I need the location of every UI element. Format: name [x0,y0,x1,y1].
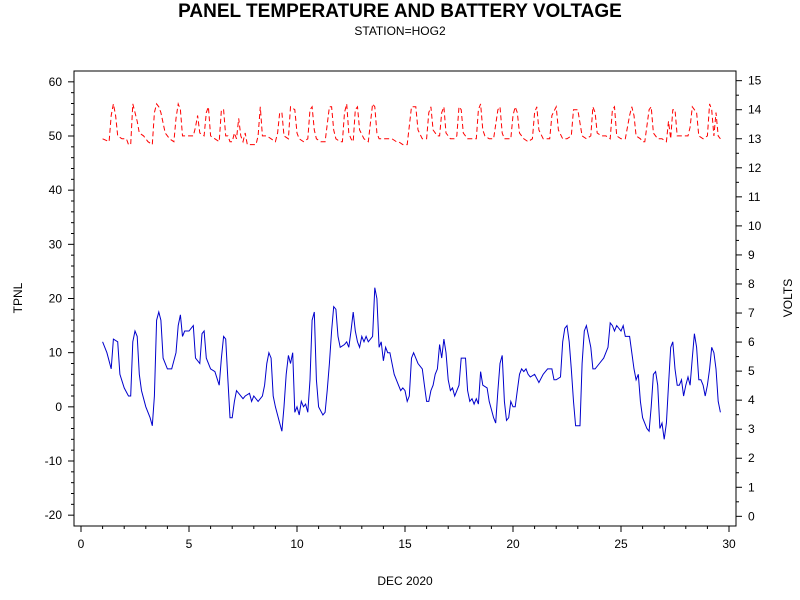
y-right-tick-label: 5 [748,364,755,378]
y-axis-left: -20 -10 0 10 20 30 40 50 60 [45,75,74,522]
y-right-tick-label: 8 [748,277,755,291]
x-tick-label: 25 [614,537,628,551]
y-right-tick-label: 1 [748,480,755,494]
x-tick-label: 15 [398,537,412,551]
y-left-tick-label: -10 [45,454,63,468]
y-right-tick-label: 14 [748,103,762,117]
y-left-tick-label: 0 [55,400,62,414]
y-left-tick-label: 50 [49,129,63,143]
y-right-tick-label: 3 [748,422,755,436]
series-layer [102,101,721,440]
y-axis-right-label: VOLTS [781,279,795,317]
x-tick-label: 20 [506,537,520,551]
plot-frame [73,70,737,527]
y-right-tick-label: 13 [748,132,762,146]
x-tick-label: 30 [722,537,736,551]
x-tick-label: 5 [186,537,193,551]
chart-title: PANEL TEMPERATURE AND BATTERY VOLTAGE [178,1,622,22]
y-right-tick-label: 11 [748,190,761,204]
y-left-tick-label: 20 [49,292,63,306]
y-right-tick-label: 4 [748,393,755,407]
y-right-tick-label: 12 [748,161,762,175]
y-right-tick-label: 15 [748,74,762,88]
y-right-tick-label: 7 [748,306,755,320]
y-right-tick-label: 2 [748,451,755,465]
voltage-series-line [102,101,721,146]
chart-subtitle: STATION=HOG2 [354,24,446,38]
y-right-tick-label: 0 [748,509,755,523]
y-left-tick-label: 10 [49,346,63,360]
y-left-tick-label: 40 [49,183,63,197]
y-left-tick-label: 60 [49,75,63,89]
y-right-tick-label: 10 [748,219,762,233]
x-axis-label: DEC 2020 [377,574,433,588]
x-tick-label: 0 [78,537,85,551]
y-right-tick-label: 6 [748,335,755,349]
y-left-tick-label: -20 [45,508,63,522]
x-tick-label: 10 [290,537,304,551]
y-axis-left-label: TPNL [11,282,25,313]
temperature-series-line [102,287,721,440]
x-axis: 0 5 10 15 20 25 30 [78,526,736,551]
y-right-tick-label: 9 [748,248,755,262]
y-left-tick-label: 30 [49,237,63,251]
